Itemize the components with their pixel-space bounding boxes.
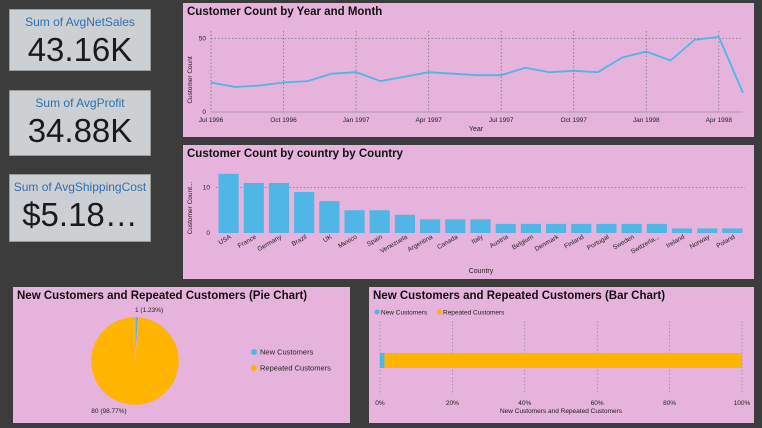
pie-data-label: 1 (1.23%) [135, 307, 163, 314]
line-chart-x-tick: Apr 1998 [706, 117, 733, 124]
stacked-x-tick: 40% [518, 400, 531, 407]
country-bar [294, 192, 315, 233]
country-x-tick: Denmark [534, 233, 561, 253]
country-x-tick: Germany [256, 233, 283, 253]
pie-slice [90, 316, 180, 406]
line-chart-x-tick: Oct 1997 [561, 117, 588, 124]
country-bar-chart: Customer Count... Country 0 10 USA FranceGe… [187, 173, 745, 275]
line-chart-panel[interactable]: Customer Count by Year and Month Custome… [183, 3, 754, 137]
line-chart-x-tick: Oct 1996 [270, 117, 297, 124]
stacked-bar-chart-title: New Customers and Repeated Customers (Ba… [373, 290, 666, 302]
country-x-tick: Italy [471, 233, 485, 245]
line-chart-x-tick: Jul 1997 [489, 117, 514, 124]
pie-legend-label: Repeated Customers [260, 364, 331, 373]
country-bar [697, 228, 718, 233]
line-chart-ylabel: Customer Count [187, 56, 194, 104]
country-bar [394, 214, 416, 233]
country-bar [268, 182, 290, 233]
stacked-bar-xlabel: New Customers and Repeated Customers [500, 408, 623, 415]
kpi-value: $5.18… [22, 196, 138, 233]
kpi-label: Sum of AvgNetSales [25, 15, 135, 29]
country-x-tick: Belgium [511, 234, 535, 252]
line-chart-x-tick: Jan 1997 [343, 117, 370, 124]
country-bar [420, 219, 441, 233]
stacked-bar-chart-panel[interactable]: New Customers and Repeated Customers (Ba… [369, 287, 754, 423]
stacked-x-tick: 60% [591, 400, 604, 407]
country-x-tick: Switzerla... [630, 234, 661, 256]
pie-chart-title: New Customers and Repeated Customers (Pi… [17, 290, 308, 302]
country-x-tick: Venezuela [379, 233, 409, 254]
country-x-tick: Portugal [586, 233, 611, 251]
country-bar-chart-panel[interactable]: Customer Count by country by Country Cus… [183, 145, 754, 279]
kpi-label: Sum of AvgProfit [35, 96, 125, 110]
stacked-legend-label: New Customers [381, 310, 428, 317]
country-bar [671, 228, 693, 233]
country-bar [495, 223, 516, 233]
stacked-legend-marker [436, 309, 442, 315]
stacked-x-tick: 100% [734, 400, 751, 407]
country-x-tick: Poland [715, 233, 736, 249]
country-x-tick: Mexico [337, 233, 359, 250]
country-x-tick: Brazil [291, 233, 309, 247]
line-chart: Customer Count Year Jul 1996 Oct 1996 Jan … [187, 31, 744, 133]
country-bar [545, 223, 567, 233]
kpi-card-avg-shipping-cost[interactable]: Sum of AvgShippingCost $5.18… [9, 174, 151, 242]
line-chart-x-tick: Jul 1996 [199, 117, 224, 124]
country-bar [722, 228, 743, 233]
country-x-tick: UK [322, 233, 334, 244]
country-chart-xlabel: Country [469, 268, 494, 275]
pie-data-label: 80 (98.77%) [91, 408, 126, 415]
country-x-tick: Finland [563, 233, 585, 250]
country-chart-y-tick: 10 [203, 184, 211, 191]
line-chart-x-tick: Apr 1997 [415, 117, 442, 124]
country-chart-ylabel: Customer Count... [187, 181, 194, 234]
stacked-bar-segment [380, 353, 385, 368]
country-x-tick: Argentina [407, 233, 435, 253]
country-bar [218, 173, 239, 233]
pie-legend-marker [251, 365, 257, 371]
kpi-label: Sum of AvgShippingCost [13, 180, 147, 194]
country-bar [571, 223, 592, 233]
line-chart-title: Customer Count by Year and Month [187, 6, 383, 18]
pie-legend-marker [251, 349, 257, 355]
stacked-bar-chart: New Customers and Repeated Customers New… [374, 309, 751, 415]
country-x-tick: Ireland [665, 233, 686, 249]
country-x-tick: USA [218, 233, 234, 246]
pie-chart-panel[interactable]: New Customers and Repeated Customers (Pi… [13, 287, 350, 423]
country-bar [621, 223, 642, 233]
pie-legend-label: New Customers [260, 348, 314, 357]
country-bar [520, 223, 541, 233]
stacked-legend-label: Repeated Customers [443, 310, 505, 317]
country-x-tick: France [237, 233, 258, 249]
kpi-card-avg-net-sales[interactable]: Sum of AvgNetSales 43.16K [9, 9, 151, 71]
country-bar [445, 219, 466, 233]
country-x-tick: Spain [366, 233, 384, 248]
country-bar [646, 223, 667, 233]
country-x-tick: Norway [689, 233, 712, 250]
country-x-tick: Austria [489, 233, 510, 249]
country-bar [369, 210, 390, 233]
stacked-bar-segment [384, 353, 742, 368]
stacked-x-tick: 80% [663, 400, 676, 407]
line-chart-y-tick: 0 [202, 109, 206, 116]
kpi-value: 43.16K [27, 31, 133, 68]
country-bar [596, 223, 617, 233]
stacked-x-tick: 0% [375, 400, 385, 407]
stacked-x-tick: 20% [446, 400, 459, 407]
country-chart-title: Customer Count by country by Country [187, 148, 403, 160]
stacked-legend-marker [374, 309, 380, 315]
line-chart-y-tick: 50 [199, 35, 207, 42]
line-series [210, 35, 744, 94]
country-chart-y-tick: 0 [206, 230, 210, 237]
country-bar [243, 182, 264, 233]
line-chart-x-tick: Jan 1998 [633, 117, 660, 124]
pie-chart: 1 (1.23%) 80 (98.77%) New Customers Repeate… [90, 307, 331, 415]
kpi-value: 34.88K [27, 112, 133, 149]
line-chart-xlabel: Year [469, 126, 484, 133]
country-bar [344, 210, 365, 233]
country-bar [319, 201, 340, 233]
kpi-card-avg-profit[interactable]: Sum of AvgProfit 34.88K [9, 90, 151, 156]
country-bar [470, 219, 491, 233]
country-x-tick: Canada [436, 233, 460, 251]
